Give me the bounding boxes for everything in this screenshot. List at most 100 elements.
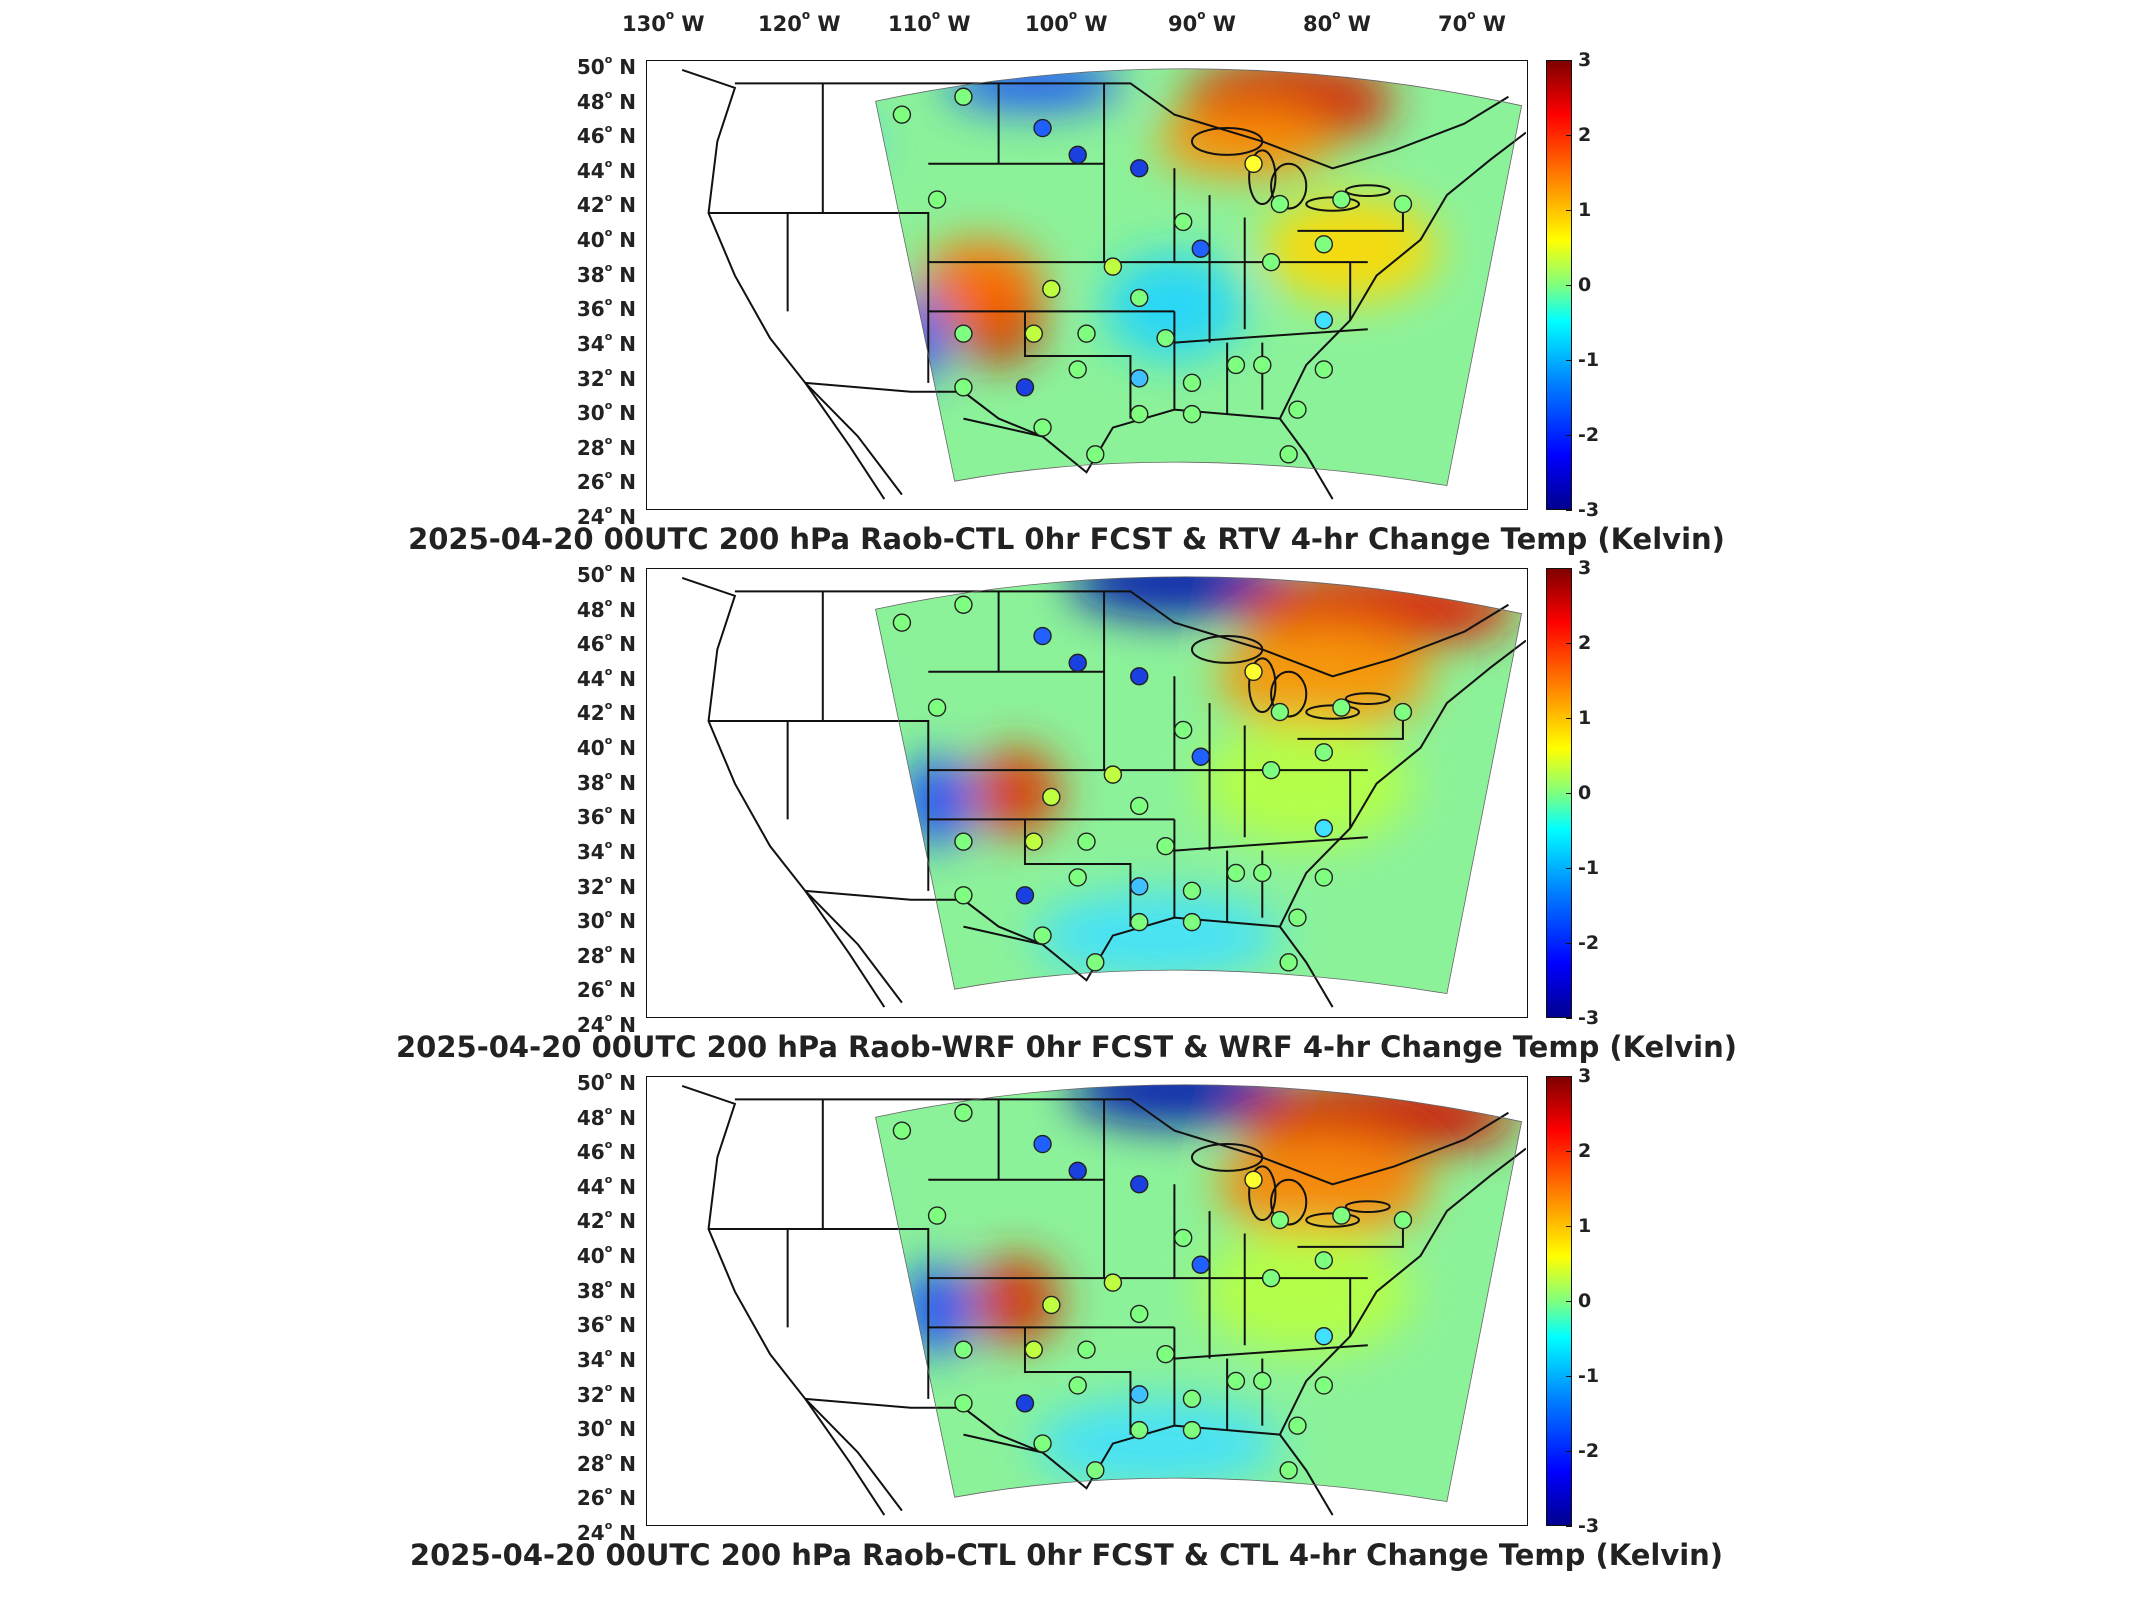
raob-station-marker (1068, 1161, 1087, 1181)
raob-stations (892, 87, 1413, 464)
raob-station-marker (1393, 194, 1413, 214)
temperature-anomaly-region (1068, 1084, 1280, 1127)
boundary-line (928, 671, 1175, 821)
temperature-map (646, 1076, 1528, 1526)
colorbar-tick-label: 3 (1578, 1065, 1592, 1087)
map-panel-3: 50o N 48o N 46o N 44o N 42o N 40o N 38o N 36o N… (0, 1066, 2133, 1586)
raob-station-marker (892, 105, 912, 124)
raob-station-marker (1314, 1327, 1334, 1346)
colorbar-tick-label: 2 (1578, 632, 1592, 654)
raob-station-marker (1103, 257, 1123, 276)
raob-station-marker (1191, 747, 1210, 766)
raob-station-marker (1244, 662, 1263, 682)
raob-station-marker (1156, 836, 1175, 856)
map-caption: 2025-04-20 00UTC 200 hPa Raob-WRF 0hr FC… (395, 1030, 1737, 1064)
colorbar-tick-label: 3 (1578, 557, 1592, 579)
raob-station-marker (954, 324, 973, 343)
boundary-line (708, 719, 823, 820)
lat-label: 24o N (576, 1519, 636, 1545)
great-lake (1190, 1143, 1264, 1172)
raob-station-marker (1033, 626, 1052, 646)
lat-label: 44o N (576, 156, 636, 183)
raob-station-marker (1130, 404, 1149, 424)
boundary-line (1278, 1147, 1526, 1436)
temperature-anomaly-region (1262, 195, 1439, 303)
raob-station-marker (1314, 235, 1334, 254)
colorbar-tick-label: 0 (1578, 274, 1592, 296)
raob-station-marker (1244, 1170, 1263, 1190)
raob-station-marker (1015, 378, 1035, 397)
model-domain-outline (875, 1084, 1523, 1503)
colorbar-tick-label: -1 (1578, 857, 1600, 879)
raob-station-marker (1024, 324, 1043, 343)
raob-station-marker (1173, 1228, 1193, 1248)
raob-station-marker (1314, 868, 1334, 887)
colorbar-tick-label: -2 (1578, 1440, 1600, 1462)
raob-station-marker (1086, 953, 1105, 972)
boundary-line (681, 576, 903, 1004)
colorbar-tick-label: 2 (1578, 1140, 1592, 1162)
colorbar-tickmark (1566, 643, 1572, 644)
temperature-map (646, 568, 1528, 1018)
lat-label: 32o N (576, 1380, 636, 1407)
temperature-field (875, 576, 1522, 994)
colorbar-tickmark (1566, 868, 1572, 869)
coastline-and-borders (681, 68, 1526, 500)
lat-label: 50o N (576, 1069, 636, 1095)
lat-label: 50o N (576, 561, 636, 587)
raob-station-marker (1130, 1175, 1149, 1194)
longitude-axis: 130o W 120o W 110o W 100o W 90o W 80o W … (0, 0, 2133, 44)
lat-label: 42o N (576, 1207, 636, 1234)
raob-station-marker (1314, 360, 1334, 379)
raob-station-marker (1077, 324, 1096, 343)
map-caption: 2025-04-20 00UTC 200 hPa Raob-CTL 0hr FC… (409, 1538, 1724, 1572)
boundary-line (708, 1227, 823, 1328)
raob-station-marker (1314, 1376, 1334, 1395)
raob-station-marker (954, 1103, 973, 1122)
boundary-line (804, 382, 886, 500)
colorbar-tick-label: -2 (1578, 424, 1600, 446)
raob-station-marker (1130, 912, 1149, 932)
colorbar-tickmark (1566, 285, 1572, 286)
raob-station-marker (1156, 328, 1175, 348)
lon-label: 100o W (1025, 8, 1108, 36)
lat-label: 40o N (576, 734, 636, 761)
map-panel-2: 50o N 48o N 46o N 44o N 42o N 40o N 38o N 36o N… (0, 558, 2133, 1078)
lat-label: 28o N (576, 433, 636, 460)
raob-station-marker (1288, 1416, 1307, 1435)
raob-station-marker (1393, 702, 1413, 722)
raob-station-marker (1261, 252, 1281, 272)
raob-station-marker (1033, 118, 1052, 138)
raob-station-marker (1182, 881, 1202, 901)
colorbar-tickmark (1566, 135, 1572, 136)
lat-label: 34o N (576, 1345, 636, 1372)
lat-label: 36o N (576, 1311, 636, 1338)
boundary-line (804, 890, 886, 1008)
raob-station-marker (1042, 279, 1061, 299)
lat-label: 38o N (576, 260, 636, 287)
lat-label: 26o N (576, 468, 636, 495)
boundary-line (928, 1179, 1175, 1329)
raob-station-marker (1086, 1461, 1105, 1480)
colorbar-tick-label: -1 (1578, 349, 1600, 371)
raob-station-marker (1156, 1344, 1175, 1364)
raob-station-marker (1253, 355, 1272, 375)
raob-station-marker (1314, 819, 1334, 838)
lat-label: 38o N (576, 1276, 636, 1303)
colorbar-tick-label: 3 (1578, 49, 1592, 71)
temperature-anomaly-region (893, 293, 946, 383)
colorbar-tick-label: -1 (1578, 1365, 1600, 1387)
great-lake (1270, 162, 1308, 210)
lat-label: 34o N (576, 329, 636, 356)
raob-station-marker (954, 87, 973, 106)
raob-station-marker (1024, 1340, 1043, 1359)
raob-station-marker (1393, 1210, 1413, 1230)
raob-station-marker (1182, 404, 1202, 424)
colorbar-tickmark (1566, 60, 1572, 61)
colorbar-tickmark (1566, 1018, 1572, 1019)
raob-station-marker (1130, 877, 1149, 896)
raob-station-marker (954, 1340, 973, 1359)
great-lake (1344, 1200, 1391, 1213)
raob-station-marker (1033, 1134, 1052, 1154)
lat-label: 40o N (576, 226, 636, 253)
